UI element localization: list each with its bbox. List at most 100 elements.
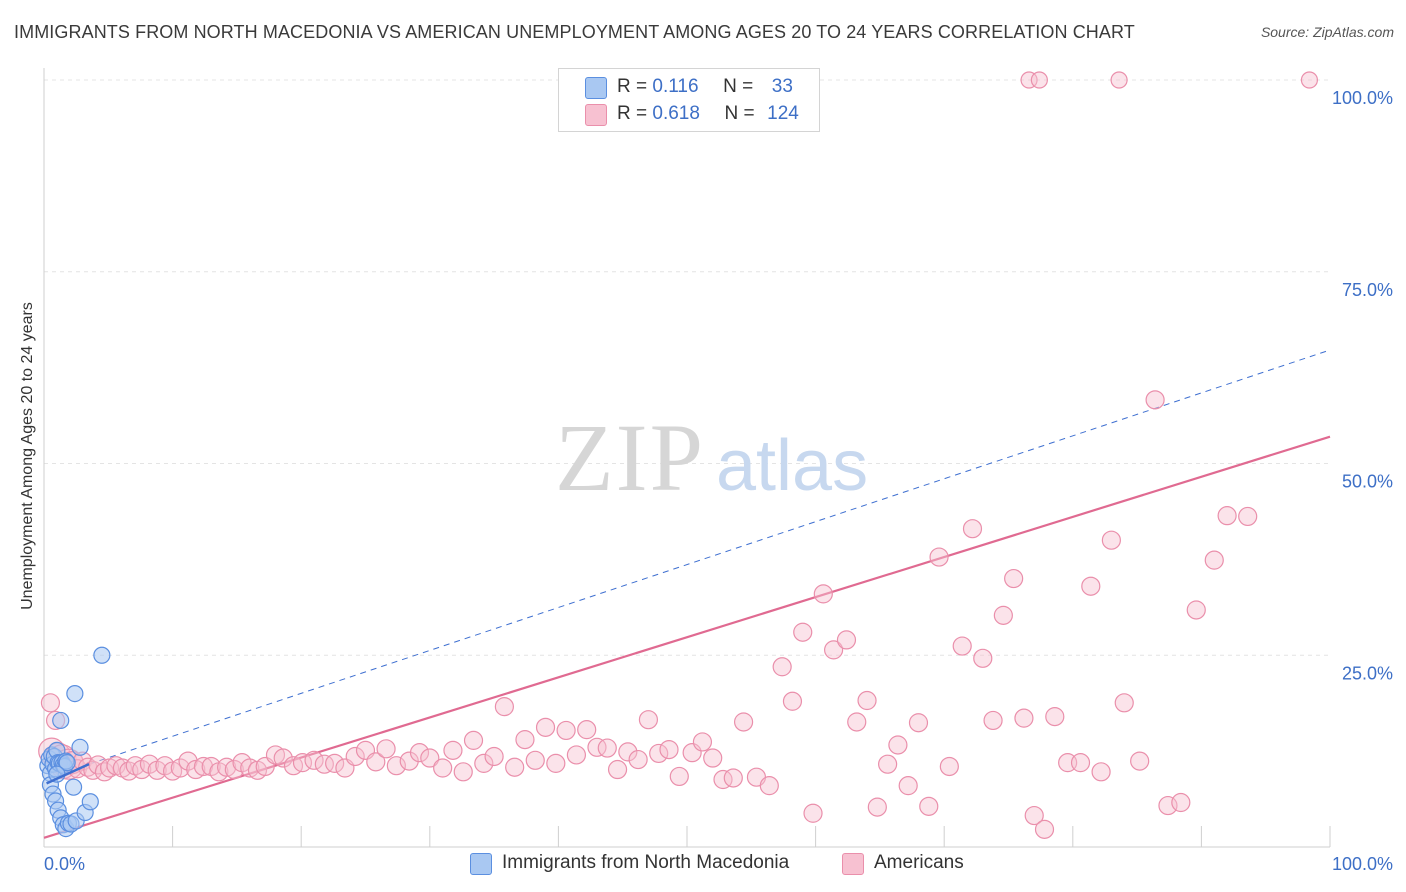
americans-point xyxy=(453,762,473,782)
americans-point xyxy=(1070,753,1091,773)
americans-point xyxy=(1186,600,1206,620)
americans-point xyxy=(1101,530,1121,550)
americans-point xyxy=(1045,707,1065,727)
macedonia-point xyxy=(58,754,76,772)
americans-point xyxy=(867,797,887,817)
macedonia-point xyxy=(71,738,89,756)
americans-point xyxy=(1004,568,1024,589)
bottom-legend-label-macedonia: Immigrants from North Macedonia xyxy=(502,852,790,873)
trend-line-macedonia xyxy=(46,763,90,785)
americans-point xyxy=(939,756,959,777)
legend-r-value-macedonia: 0.116 xyxy=(652,76,699,97)
watermark: ZIP atlas xyxy=(555,404,868,511)
americans-point xyxy=(494,697,514,717)
y-tick-label-1: 50.0% xyxy=(1342,472,1393,492)
americans-point xyxy=(420,748,440,768)
americans-point xyxy=(1300,71,1319,89)
americans-point xyxy=(649,743,669,764)
americans-point xyxy=(878,754,898,774)
americans-point xyxy=(314,754,334,774)
macedonia-point xyxy=(66,684,84,703)
americans-point xyxy=(217,757,237,777)
x-tick-label-max: 100.0% xyxy=(1332,854,1393,874)
americans-point xyxy=(898,776,918,796)
legend-swatch-americans xyxy=(585,104,607,126)
americans-point xyxy=(292,753,313,773)
chart-title: IMMIGRANTS FROM NORTH MACEDONIA VS AMERI… xyxy=(14,22,1135,42)
americans-point xyxy=(993,605,1013,625)
americans-point xyxy=(1238,506,1258,527)
americans-point xyxy=(824,640,844,660)
americans-point xyxy=(733,712,754,732)
legend-n-value-macedonia: 33 xyxy=(771,76,793,97)
americans-point xyxy=(659,739,679,760)
americans-point xyxy=(857,690,877,711)
macedonia-point xyxy=(52,711,70,730)
americans-point xyxy=(265,745,286,765)
axes xyxy=(43,68,1331,848)
watermark-zip: ZIP xyxy=(555,404,705,511)
source-credit: Source: ZipAtlas.com xyxy=(1260,24,1394,40)
americans-point xyxy=(772,657,792,677)
americans-point xyxy=(94,762,115,782)
y-tick-label-2: 75.0% xyxy=(1342,280,1393,300)
americans-point xyxy=(325,753,345,773)
americans-point xyxy=(443,740,463,760)
americans-point xyxy=(1024,805,1044,826)
americans-point xyxy=(1014,708,1034,728)
americans-point xyxy=(1145,390,1165,410)
americans-point xyxy=(847,712,867,732)
americans-point xyxy=(139,754,160,774)
americans-point xyxy=(577,720,597,740)
americans-point xyxy=(759,776,779,796)
americans-point xyxy=(193,756,214,777)
americans-point xyxy=(556,720,576,741)
americans-point xyxy=(433,758,453,778)
legend-n-label: N = xyxy=(724,103,755,124)
americans-point xyxy=(713,769,733,790)
americans-point xyxy=(669,766,689,787)
americans-point xyxy=(1171,792,1191,813)
americans-point xyxy=(505,757,525,777)
americans-point xyxy=(793,622,813,642)
americans-point xyxy=(836,630,857,650)
americans-point xyxy=(638,710,659,730)
americans-point xyxy=(515,730,535,750)
americans-point xyxy=(1081,576,1101,596)
americans-point xyxy=(723,768,743,788)
macedonia-point xyxy=(81,793,99,811)
americans-point xyxy=(1114,693,1134,713)
americans-point xyxy=(908,713,929,733)
americans-point xyxy=(304,750,324,770)
americans-point xyxy=(1217,506,1237,526)
watermark-atlas: atlas xyxy=(716,426,868,506)
americans-point xyxy=(186,759,206,780)
americans-point xyxy=(525,750,545,770)
legend-swatch-macedonia xyxy=(585,77,607,99)
americans-point xyxy=(607,759,628,780)
americans-point xyxy=(1110,71,1128,89)
americans-point xyxy=(474,753,494,773)
americans-point xyxy=(813,584,833,604)
americans-point xyxy=(240,758,260,778)
bottom-legend-swatch-macedonia xyxy=(470,853,492,875)
legend: R = 0.116 N = 33 R = 0.618 N = 124 xyxy=(558,68,820,132)
americans-point xyxy=(1091,762,1111,782)
macedonia-point xyxy=(93,646,111,664)
americans-point xyxy=(618,742,638,762)
americans-point xyxy=(463,730,484,750)
americans-point xyxy=(546,753,566,773)
americans-point xyxy=(163,761,183,781)
americans-point xyxy=(587,737,607,757)
americans-point xyxy=(345,746,365,767)
americans-point xyxy=(888,735,908,755)
macedonia-point xyxy=(64,778,83,796)
americans-point xyxy=(692,732,713,752)
legend-r-label: R = xyxy=(617,76,648,97)
americans-point xyxy=(170,758,190,778)
americans-point xyxy=(919,796,939,816)
americans-point xyxy=(386,756,406,776)
americans-point xyxy=(1034,819,1055,839)
americans-point xyxy=(1030,71,1048,89)
